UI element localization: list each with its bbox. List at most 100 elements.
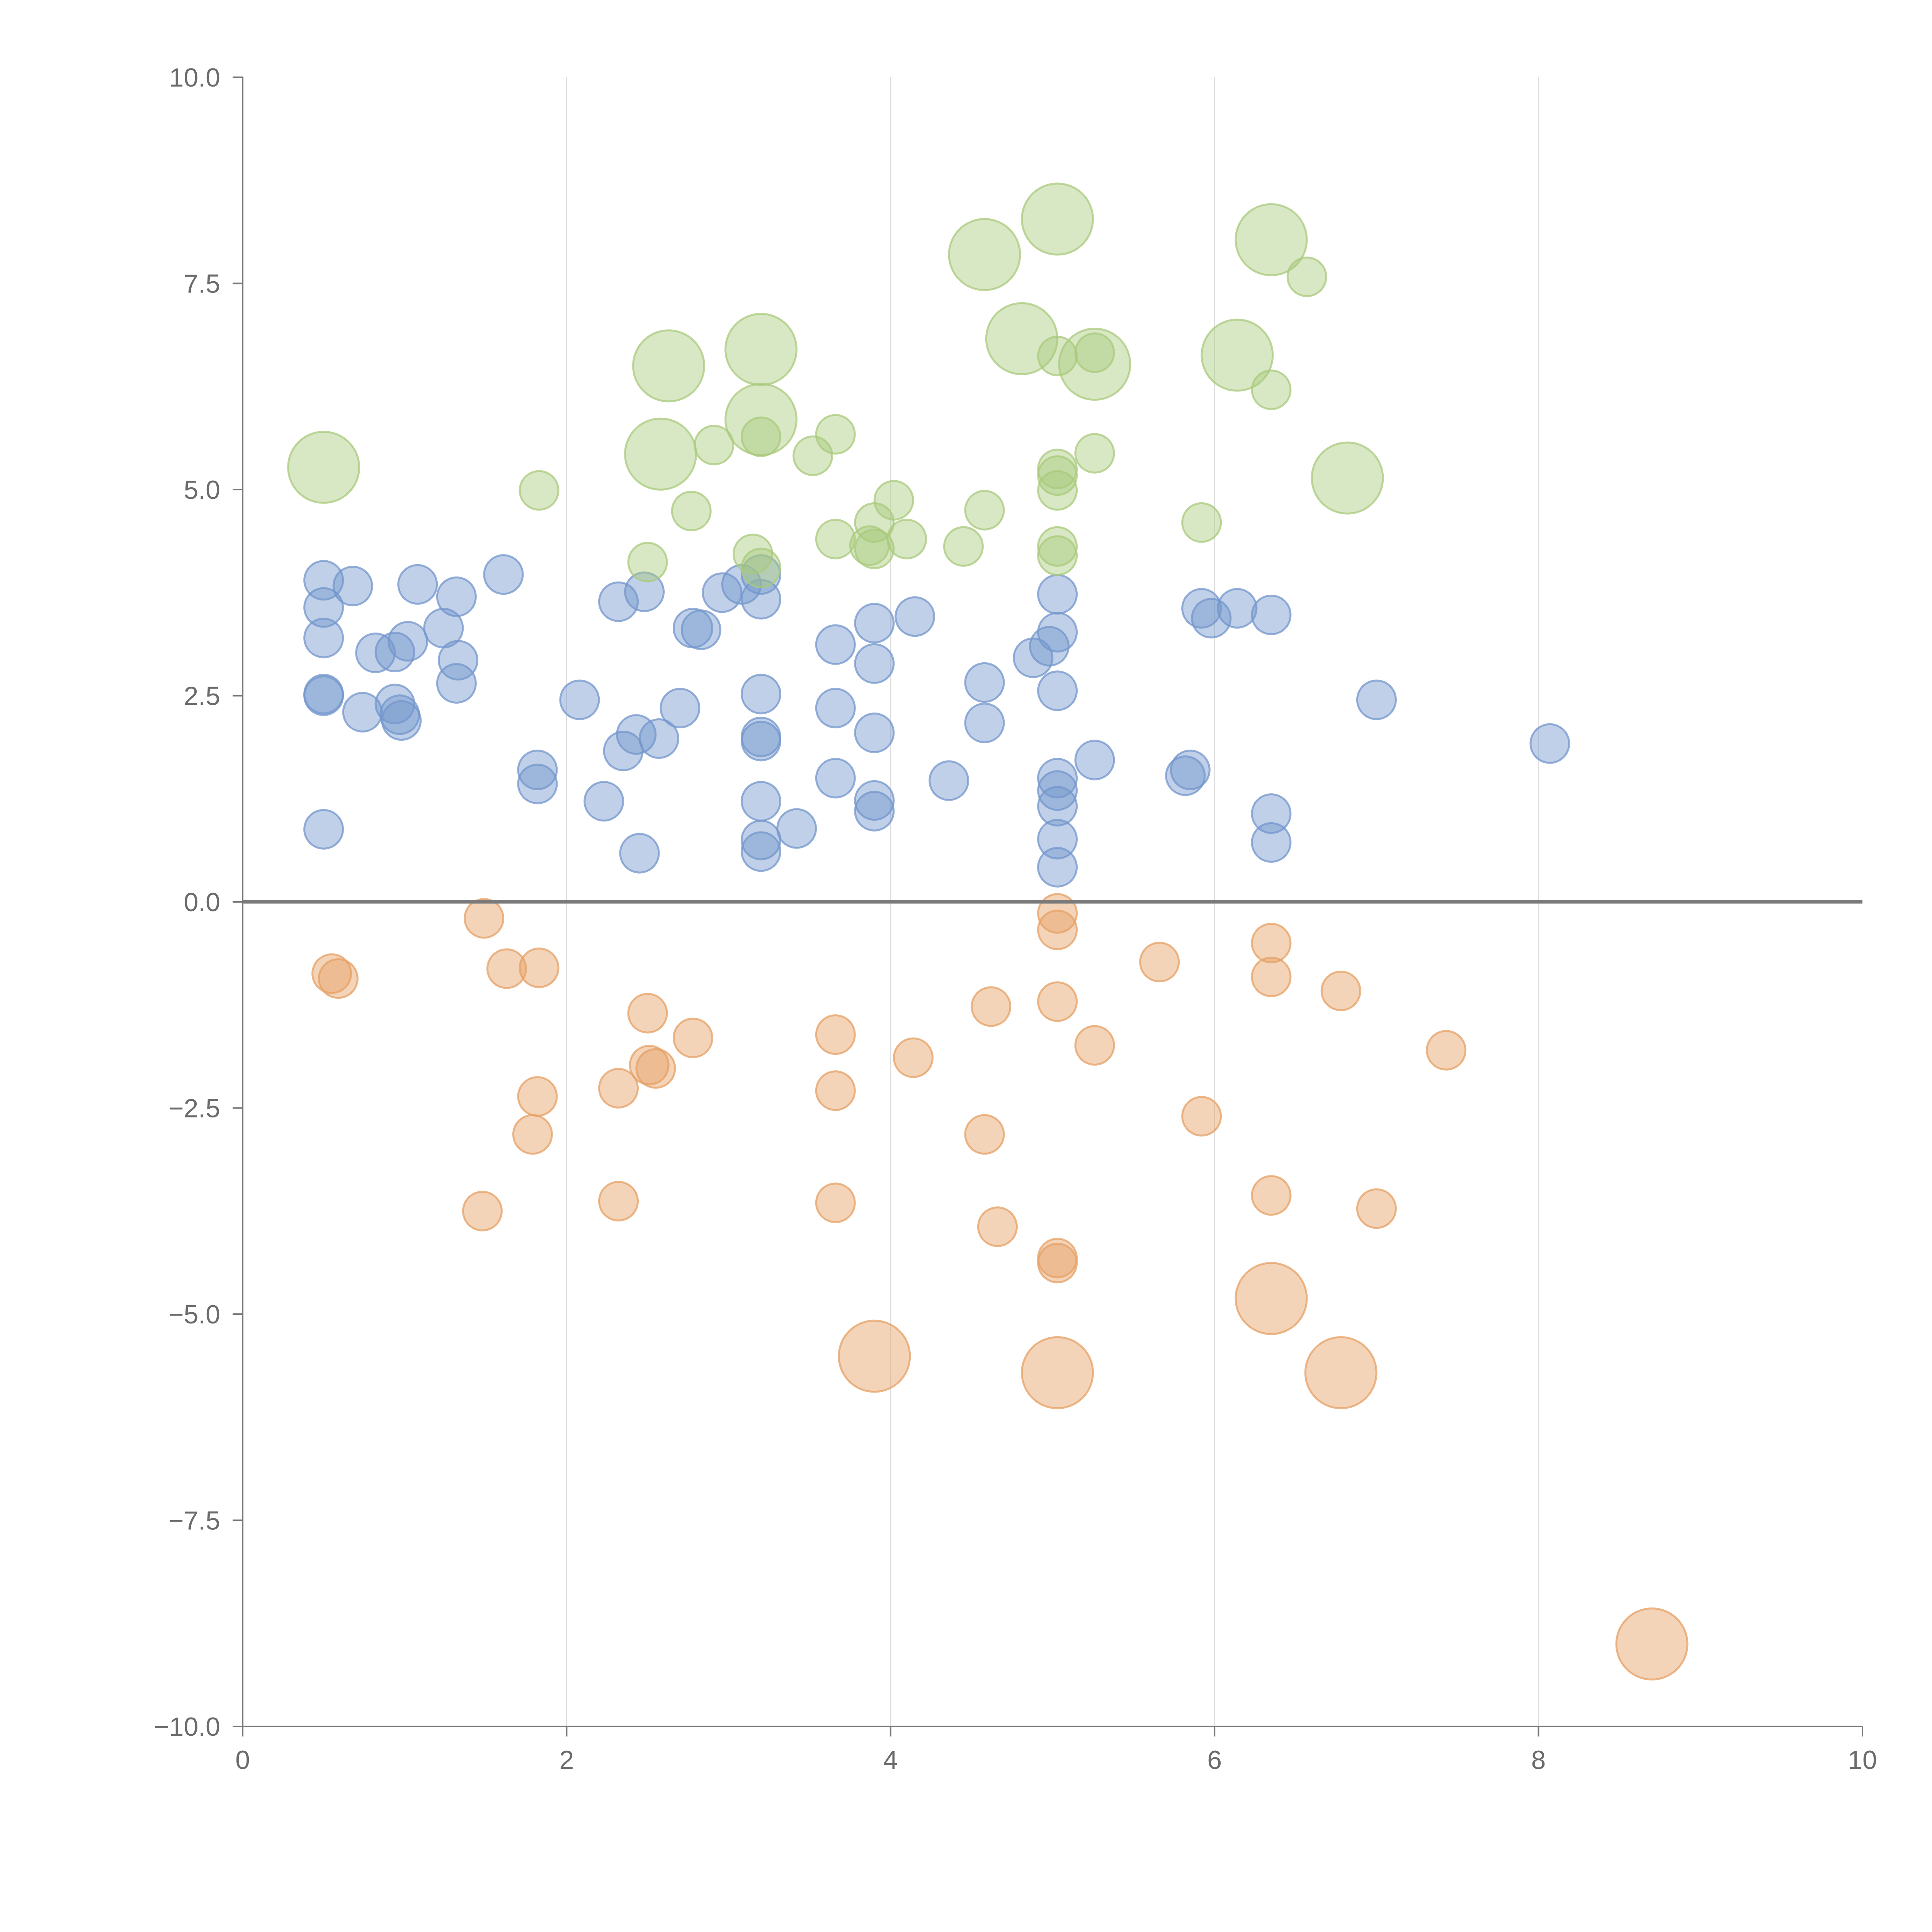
bubble-blue-32: [680, 609, 721, 650]
bubble-blue-4: [303, 675, 344, 716]
bubble-blue-64: [1037, 819, 1078, 860]
x-tick-label: 0: [235, 1745, 250, 1775]
bubble-blue-36: [740, 579, 781, 620]
bubble-orange-12: [635, 1048, 676, 1089]
bubble-orange-34: [1235, 1262, 1308, 1335]
bubble-orange-1: [318, 958, 359, 999]
y-tick-label: 10.0: [169, 63, 220, 92]
bubble-orange-36: [1304, 1336, 1378, 1410]
bubble-green-19: [886, 519, 927, 560]
bubble-orange-11: [629, 1045, 670, 1086]
bubble-blue-27: [619, 833, 660, 874]
x-tick-label: 10: [1848, 1745, 1877, 1775]
bubble-green-18: [873, 480, 914, 521]
bubble-orange-32: [1251, 956, 1292, 997]
bubble-green-30: [1037, 535, 1078, 576]
x-tick-label: 2: [559, 1745, 574, 1775]
bubble-green-3: [624, 417, 697, 491]
bubble-blue-43: [776, 808, 817, 849]
bubble-green-33: [1058, 328, 1131, 401]
bubble-blue-74: [1251, 822, 1292, 863]
bubble-orange-17: [838, 1320, 911, 1393]
bubble-blue-67: [1165, 755, 1206, 796]
bubble-orange-29: [1139, 942, 1180, 983]
bubble-blue-45: [815, 688, 856, 729]
bubble-green-2: [627, 542, 668, 583]
bubble-blue-13: [388, 621, 429, 662]
bubble-green-32: [1074, 433, 1115, 474]
bubble-layer: [287, 182, 1689, 1681]
bubble-orange-7: [519, 947, 560, 988]
bubble-blue-17: [438, 640, 479, 681]
y-tick-label: −7.5: [168, 1506, 220, 1536]
bubble-blue-75: [1356, 679, 1397, 720]
bubble-green-7: [732, 533, 773, 574]
bubble-orange-21: [977, 1206, 1018, 1247]
bubble-green-39: [1311, 441, 1384, 515]
bubble-green-27: [1037, 455, 1078, 496]
bubble-blue-7: [342, 692, 383, 733]
bubble-blue-6: [332, 566, 373, 607]
bubble-green-21: [964, 490, 1005, 531]
y-tick-label: −2.5: [168, 1094, 220, 1123]
bubble-orange-26: [1037, 1243, 1078, 1284]
bubble-green-25: [1037, 335, 1078, 376]
bubble-green-24: [1021, 182, 1094, 256]
bubble-green-38: [1286, 256, 1327, 297]
bubble-green-0: [287, 430, 361, 504]
bubble-blue-39: [740, 721, 781, 762]
bubble-blue-20: [517, 750, 558, 791]
bubble-blue-18: [436, 663, 477, 704]
bubble-green-36: [1235, 203, 1308, 276]
bubble-orange-39: [1615, 1607, 1689, 1681]
bubble-orange-31: [1251, 923, 1292, 964]
bubble-orange-27: [1021, 1336, 1094, 1410]
bubble-blue-73: [1251, 793, 1292, 834]
bubble-blue-19: [483, 554, 524, 595]
bubble-blue-59: [1037, 612, 1078, 653]
bubble-green-20: [943, 526, 984, 567]
bubble-blue-68: [1170, 750, 1211, 791]
bubble-blue-10: [374, 684, 415, 724]
bubble-blue-28: [624, 571, 665, 612]
bubble-blue-37: [740, 673, 781, 714]
bubble-blue-70: [1191, 598, 1232, 639]
bubble-green-23: [985, 302, 1058, 375]
bubble-blue-61: [1037, 758, 1078, 799]
bubble-blue-16: [436, 576, 477, 617]
bubble-green-14: [815, 414, 856, 455]
bubble-blue-65: [1037, 847, 1078, 888]
bubble-green-5: [671, 490, 712, 531]
x-tick-label: 4: [883, 1745, 898, 1775]
bubble-blue-66: [1074, 740, 1115, 781]
bubble-blue-54: [964, 662, 1005, 703]
bubble-orange-8: [598, 1068, 639, 1109]
bubble-blue-12: [381, 700, 422, 741]
bubble-blue-47: [854, 603, 895, 644]
bubble-orange-9: [598, 1181, 639, 1222]
bubble-orange-22: [1037, 893, 1078, 934]
bubble-orange-33: [1251, 1175, 1292, 1216]
bubble-orange-28: [1074, 1025, 1115, 1066]
bubble-blue-72: [1251, 594, 1292, 635]
bubble-green-35: [1201, 318, 1274, 392]
bubble-green-13: [815, 519, 856, 560]
bubble-blue-57: [1029, 626, 1070, 667]
y-tick-label: 2.5: [184, 682, 220, 711]
bubble-blue-1: [303, 587, 344, 628]
bubble-green-11: [740, 416, 781, 457]
bubble-orange-5: [512, 1114, 553, 1155]
bubble-green-28: [1037, 470, 1078, 511]
bubble-orange-10: [627, 993, 668, 1034]
bubble-blue-21: [517, 764, 558, 804]
bubble-blue-48: [854, 643, 895, 684]
bubble-blue-9: [374, 631, 415, 672]
bubble-blue-44: [815, 624, 856, 665]
bubble-blue-60: [1037, 670, 1078, 711]
bubble-blue-14: [397, 564, 438, 605]
bubble-orange-0: [311, 953, 352, 994]
bubble-green-22: [948, 218, 1021, 291]
bubble-blue-52: [895, 596, 935, 637]
